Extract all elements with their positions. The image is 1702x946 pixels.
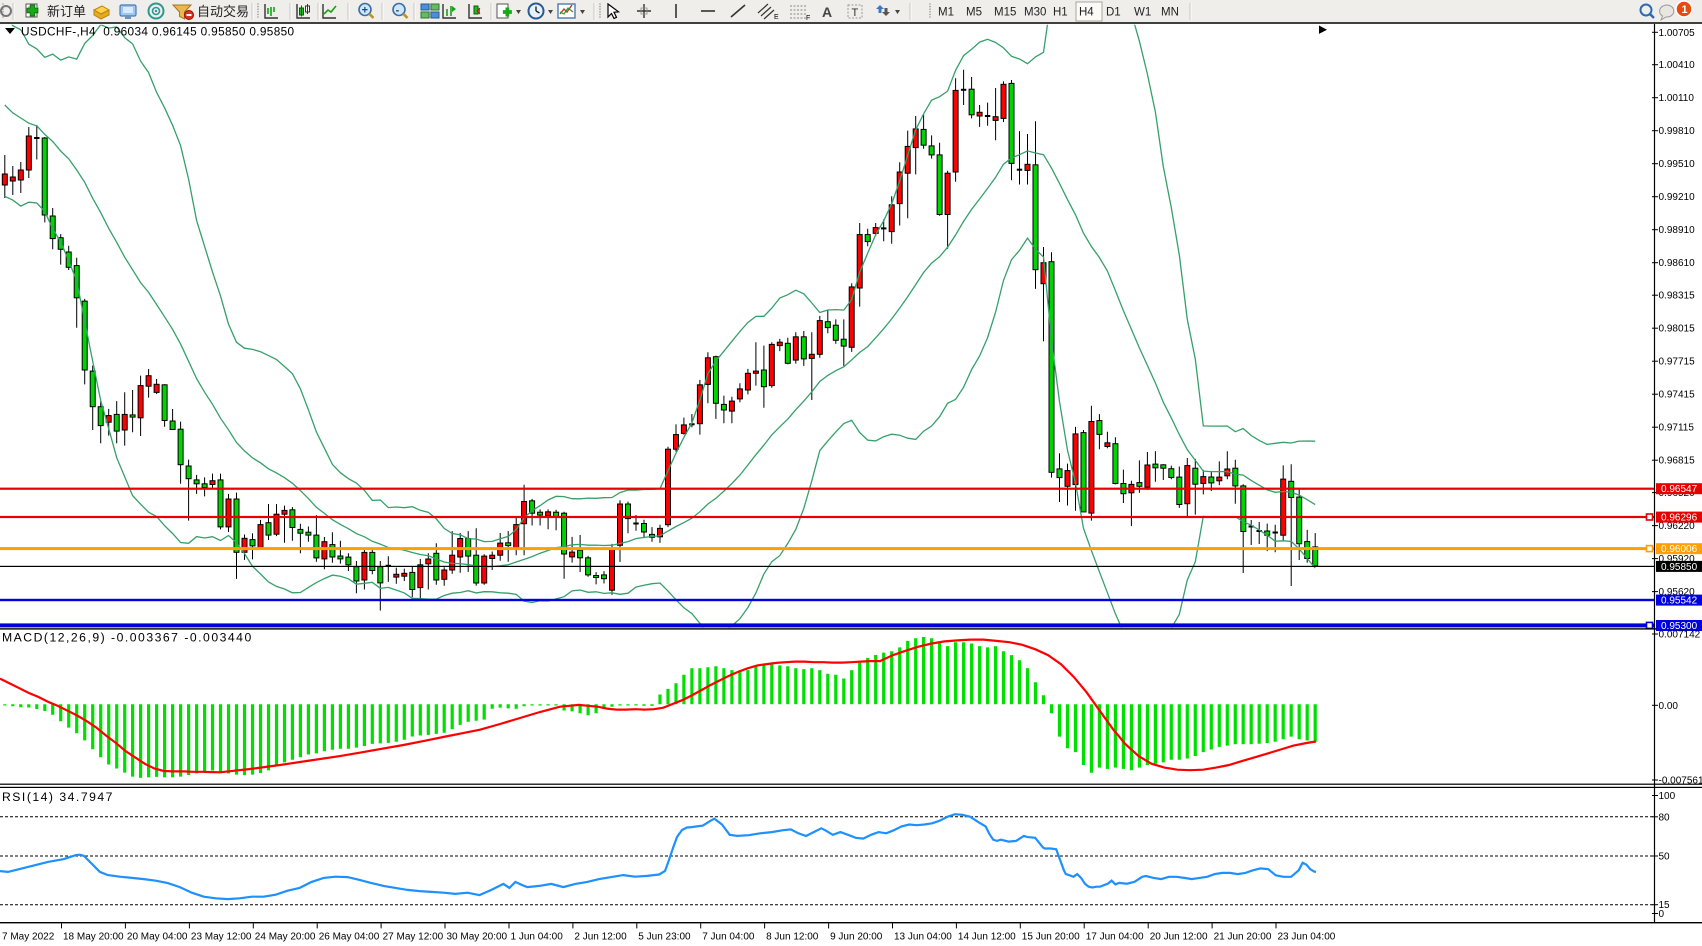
svg-text:0.00: 0.00: [1659, 701, 1679, 712]
svg-text:W1: W1: [1134, 7, 1151, 19]
svg-text:23 May 12:00: 23 May 12:00: [191, 932, 252, 943]
svg-text:-: -: [396, 4, 400, 16]
svg-text:0.99510: 0.99510: [1659, 159, 1696, 170]
svg-text:1.00705: 1.00705: [1659, 28, 1696, 39]
svg-text:14 Jun 12:00: 14 Jun 12:00: [958, 932, 1016, 943]
svg-text:-0.007561: -0.007561: [1659, 776, 1702, 787]
svg-text:50: 50: [1659, 852, 1671, 863]
svg-text:0.95850: 0.95850: [1661, 562, 1698, 573]
svg-text:M5: M5: [966, 7, 982, 19]
svg-text:0.95300: 0.95300: [1661, 621, 1698, 632]
svg-text:F: F: [806, 15, 810, 22]
svg-text:7 May 2022: 7 May 2022: [2, 932, 55, 943]
svg-text:0.98315: 0.98315: [1659, 291, 1696, 302]
svg-text:21 Jun 20:00: 21 Jun 20:00: [1214, 932, 1272, 943]
svg-text:0.96547: 0.96547: [1661, 484, 1698, 495]
svg-text:1.00410: 1.00410: [1659, 60, 1696, 71]
svg-text:27 May 12:00: 27 May 12:00: [383, 932, 444, 943]
svg-text:RSI(14) 34.7947: RSI(14) 34.7947: [2, 790, 114, 804]
svg-text:15: 15: [1659, 900, 1671, 911]
svg-text:7 Jun 04:00: 7 Jun 04:00: [702, 932, 755, 943]
svg-text:0.97415: 0.97415: [1659, 390, 1696, 401]
svg-text:H4: H4: [1079, 7, 1094, 19]
svg-text:20 Jun 12:00: 20 Jun 12:00: [1150, 932, 1208, 943]
svg-text:1.00110: 1.00110: [1659, 93, 1695, 104]
svg-text:新订单: 新订单: [47, 4, 86, 19]
svg-text:E: E: [774, 14, 779, 21]
svg-text:1: 1: [1682, 4, 1688, 16]
svg-text:20 May 04:00: 20 May 04:00: [127, 932, 188, 943]
svg-text:15 Jun 20:00: 15 Jun 20:00: [1022, 932, 1080, 943]
svg-text:17 Jun 04:00: 17 Jun 04:00: [1086, 932, 1144, 943]
svg-text:0.99210: 0.99210: [1659, 192, 1696, 203]
svg-text:80: 80: [1659, 812, 1671, 823]
svg-text:0.96296: 0.96296: [1661, 513, 1698, 524]
svg-text:2 Jun 12:00: 2 Jun 12:00: [574, 932, 627, 943]
svg-text:0.98015: 0.98015: [1659, 324, 1696, 335]
svg-text:T: T: [852, 7, 859, 19]
svg-text:18 May 20:00: 18 May 20:00: [63, 932, 124, 943]
svg-text:9 Jun 20:00: 9 Jun 20:00: [830, 932, 883, 943]
svg-text:M30: M30: [1024, 7, 1046, 19]
svg-text:M15: M15: [994, 7, 1016, 19]
svg-text:0.95620: 0.95620: [1659, 587, 1696, 598]
svg-text:1 Jun 04:00: 1 Jun 04:00: [511, 932, 564, 943]
svg-text:MN: MN: [1161, 7, 1179, 19]
svg-text:100: 100: [1659, 791, 1676, 802]
svg-text:A: A: [822, 4, 832, 20]
svg-text:26 May 04:00: 26 May 04:00: [319, 932, 380, 943]
svg-text:5 Jun 23:00: 5 Jun 23:00: [638, 932, 691, 943]
svg-text:0.96815: 0.96815: [1659, 456, 1696, 467]
svg-text:D1: D1: [1106, 7, 1121, 19]
svg-text:0.98910: 0.98910: [1659, 225, 1696, 236]
svg-text:0.95920: 0.95920: [1659, 554, 1696, 565]
svg-text:8 Jun 12:00: 8 Jun 12:00: [766, 932, 819, 943]
svg-text:自动交易: 自动交易: [197, 4, 249, 19]
svg-text:0.97715: 0.97715: [1659, 357, 1696, 368]
svg-text:0.99810: 0.99810: [1659, 126, 1696, 137]
svg-text:H1: H1: [1053, 7, 1068, 19]
svg-text:0.97115: 0.97115: [1659, 423, 1695, 434]
svg-text:24 May 20:00: 24 May 20:00: [255, 932, 316, 943]
svg-text:30 May 20:00: 30 May 20:00: [447, 932, 508, 943]
svg-text:0.96006: 0.96006: [1661, 544, 1698, 555]
svg-text:0.98610: 0.98610: [1659, 258, 1696, 269]
svg-text:0.96220: 0.96220: [1659, 521, 1696, 532]
svg-text:0.007142: 0.007142: [1659, 630, 1701, 641]
svg-text:MACD(12,26,9) -0.003367 -0.003: MACD(12,26,9) -0.003367 -0.003440: [2, 631, 253, 645]
svg-text:23 Jun 04:00: 23 Jun 04:00: [1278, 932, 1336, 943]
svg-text:0: 0: [1659, 909, 1665, 920]
svg-text:13 Jun 04:00: 13 Jun 04:00: [894, 932, 952, 943]
svg-text:+: +: [362, 4, 368, 16]
svg-text:USDCHF-,H4 0.96034 0.96145 0.: USDCHF-,H4 0.96034 0.96145 0.95850 0.958…: [21, 25, 295, 39]
svg-text:M1: M1: [938, 7, 954, 19]
svg-text:0.95542: 0.95542: [1661, 596, 1698, 607]
